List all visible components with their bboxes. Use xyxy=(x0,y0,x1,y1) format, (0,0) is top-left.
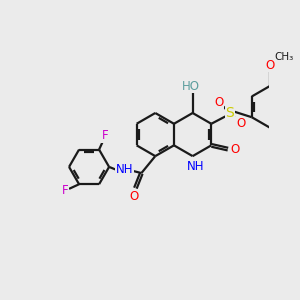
Text: HO: HO xyxy=(182,80,200,92)
Text: NH: NH xyxy=(187,160,205,173)
Text: O: O xyxy=(214,96,224,109)
Text: NH: NH xyxy=(116,163,133,176)
Text: O: O xyxy=(236,117,245,130)
Text: O: O xyxy=(129,190,138,203)
Text: O: O xyxy=(265,59,274,72)
Text: S: S xyxy=(225,106,234,120)
Text: F: F xyxy=(62,184,68,197)
Text: CH₃: CH₃ xyxy=(274,52,293,62)
Text: F: F xyxy=(102,129,109,142)
Text: O: O xyxy=(230,143,240,157)
